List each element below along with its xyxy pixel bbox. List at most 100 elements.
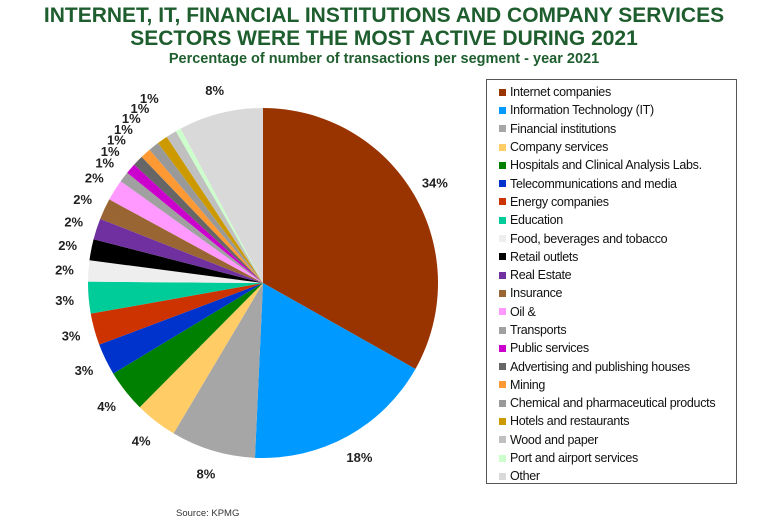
- legend-item: Chemical and pharmaceutical products: [487, 394, 736, 412]
- pie-slice-other: [180, 108, 263, 283]
- data-label: 34%: [422, 176, 448, 191]
- pie-slice-energy-companies: [90, 283, 264, 345]
- legend-item: Energy companies: [487, 193, 736, 211]
- legend-label: Information Technology (IT): [510, 103, 654, 118]
- legend-item: Education: [487, 211, 736, 229]
- legend-label: Telecommunications and media: [510, 176, 677, 191]
- pie-slice-advertising-and-publishing-houses: [134, 156, 263, 283]
- chart-subtitle: Percentage of number of transactions per…: [168, 51, 600, 67]
- legend-label: Energy companies: [510, 194, 609, 209]
- legend-label: Retail outlets: [510, 249, 579, 264]
- data-label: 1%: [95, 155, 114, 170]
- data-label: 1%: [122, 111, 141, 126]
- legend-swatch: [499, 216, 506, 224]
- pie-slice-internet-companies: [263, 108, 438, 369]
- pie-slice-information-technology-it: [254, 283, 416, 458]
- legend-swatch: [499, 161, 506, 169]
- legend: Internet companies Information Technology…: [486, 79, 737, 484]
- pie-slice-hospitals-and-clinical-analysis-labs: [113, 283, 264, 408]
- legend-swatch: [499, 344, 506, 352]
- legend-item: Real Estate: [487, 266, 736, 284]
- legend-item: Financial institutions: [487, 120, 736, 138]
- data-label: 2%: [64, 215, 83, 230]
- legend-swatch: [499, 198, 506, 206]
- legend-swatch: [499, 454, 506, 462]
- data-label: 2%: [55, 262, 74, 277]
- pie-slice-transports: [120, 172, 263, 283]
- data-label: 1%: [114, 122, 133, 137]
- legend-item: Oil &: [487, 303, 736, 321]
- legend-item: Other: [487, 467, 736, 485]
- legend-label: Other: [510, 469, 540, 484]
- legend-label: Food, beverages and tobacco: [510, 231, 668, 246]
- legend-label: Public services: [510, 341, 589, 356]
- data-label: 8%: [205, 83, 224, 98]
- legend-item: Insurance: [487, 284, 736, 302]
- legend-swatch: [499, 399, 506, 407]
- pie-slice-hotels-and-restaurants: [157, 136, 263, 283]
- legend-label: Real Estate: [510, 268, 572, 283]
- data-label: 1%: [130, 101, 149, 116]
- legend-swatch: [499, 253, 506, 261]
- legend-item: Wood and paper: [487, 431, 736, 449]
- legend-swatch: [499, 472, 506, 480]
- legend-item: Advertising and publishing houses: [487, 357, 736, 375]
- legend-label: Wood and paper: [510, 432, 598, 447]
- legend-label: Insurance: [510, 286, 563, 301]
- legend-label: Hospitals and Clinical Analysis Labs.: [510, 158, 702, 173]
- legend-swatch: [499, 143, 506, 151]
- legend-swatch: [499, 308, 506, 316]
- data-label: 2%: [73, 192, 92, 207]
- legend-label: Internet companies: [510, 85, 611, 100]
- legend-item: Hospitals and Clinical Analysis Labs.: [487, 156, 736, 174]
- pie-slice-oil: [109, 181, 264, 283]
- legend-item: Transports: [487, 321, 736, 339]
- pie-slice-public-services: [127, 164, 263, 283]
- data-label: 2%: [58, 238, 77, 253]
- data-label: 3%: [75, 363, 94, 378]
- legend-label: Port and airport services: [510, 451, 638, 466]
- pie-slice-education: [87, 281, 263, 314]
- legend-swatch: [499, 235, 506, 243]
- legend-item: Mining: [487, 376, 736, 394]
- legend-swatch: [499, 180, 506, 188]
- chart-title-line2: SECTORS WERE THE MOST ACTIVE DURING 2021: [130, 27, 638, 50]
- pie-slice-food-beverages-and-tobacco: [88, 260, 264, 283]
- data-label: 8%: [196, 467, 215, 482]
- pie-slice-company-services: [139, 283, 263, 434]
- legend-swatch: [499, 363, 506, 371]
- pie-slice-telecommunications-and-media: [99, 283, 263, 374]
- legend-item: Hotels and restaurants: [487, 412, 736, 430]
- legend-swatch: [499, 381, 506, 389]
- data-label: 18%: [346, 450, 372, 465]
- pie-slice-chemical-and-pharmaceutical-products: [149, 143, 263, 283]
- legend-label: Financial institutions: [510, 121, 616, 136]
- legend-swatch: [499, 289, 506, 297]
- legend-swatch: [499, 125, 506, 133]
- legend-label: Chemical and pharmaceutical products: [510, 396, 716, 411]
- legend-item: Port and airport services: [487, 449, 736, 467]
- legend-item: Retail outlets: [487, 248, 736, 266]
- legend-item: Company services: [487, 138, 736, 156]
- legend-swatch: [499, 326, 506, 334]
- data-label: 4%: [97, 399, 116, 414]
- data-label: 3%: [55, 293, 74, 308]
- legend-label: Transports: [510, 323, 567, 337]
- data-label: 1%: [107, 133, 126, 148]
- legend-swatch: [499, 271, 506, 279]
- source-note: Source: KPMG: [176, 508, 240, 519]
- legend-label: Company services: [510, 140, 609, 155]
- pie-slice-financial-institutions: [173, 283, 263, 458]
- legend-item: Internet companies: [487, 83, 736, 101]
- data-label: 1%: [101, 144, 120, 159]
- legend-item: Food, beverages and tobacco: [487, 229, 736, 247]
- chart-title-line1: INTERNET, IT, FINANCIAL INSTITUTIONS AND…: [43, 4, 725, 27]
- pie-slice-mining: [141, 149, 263, 283]
- data-label: 2%: [85, 170, 104, 185]
- pie-slice-real-estate: [93, 218, 263, 283]
- legend-swatch: [499, 106, 506, 114]
- legend-label: Mining: [510, 377, 546, 392]
- pie-slice-port-and-airport-services: [175, 128, 263, 283]
- legend-swatch: [499, 88, 506, 96]
